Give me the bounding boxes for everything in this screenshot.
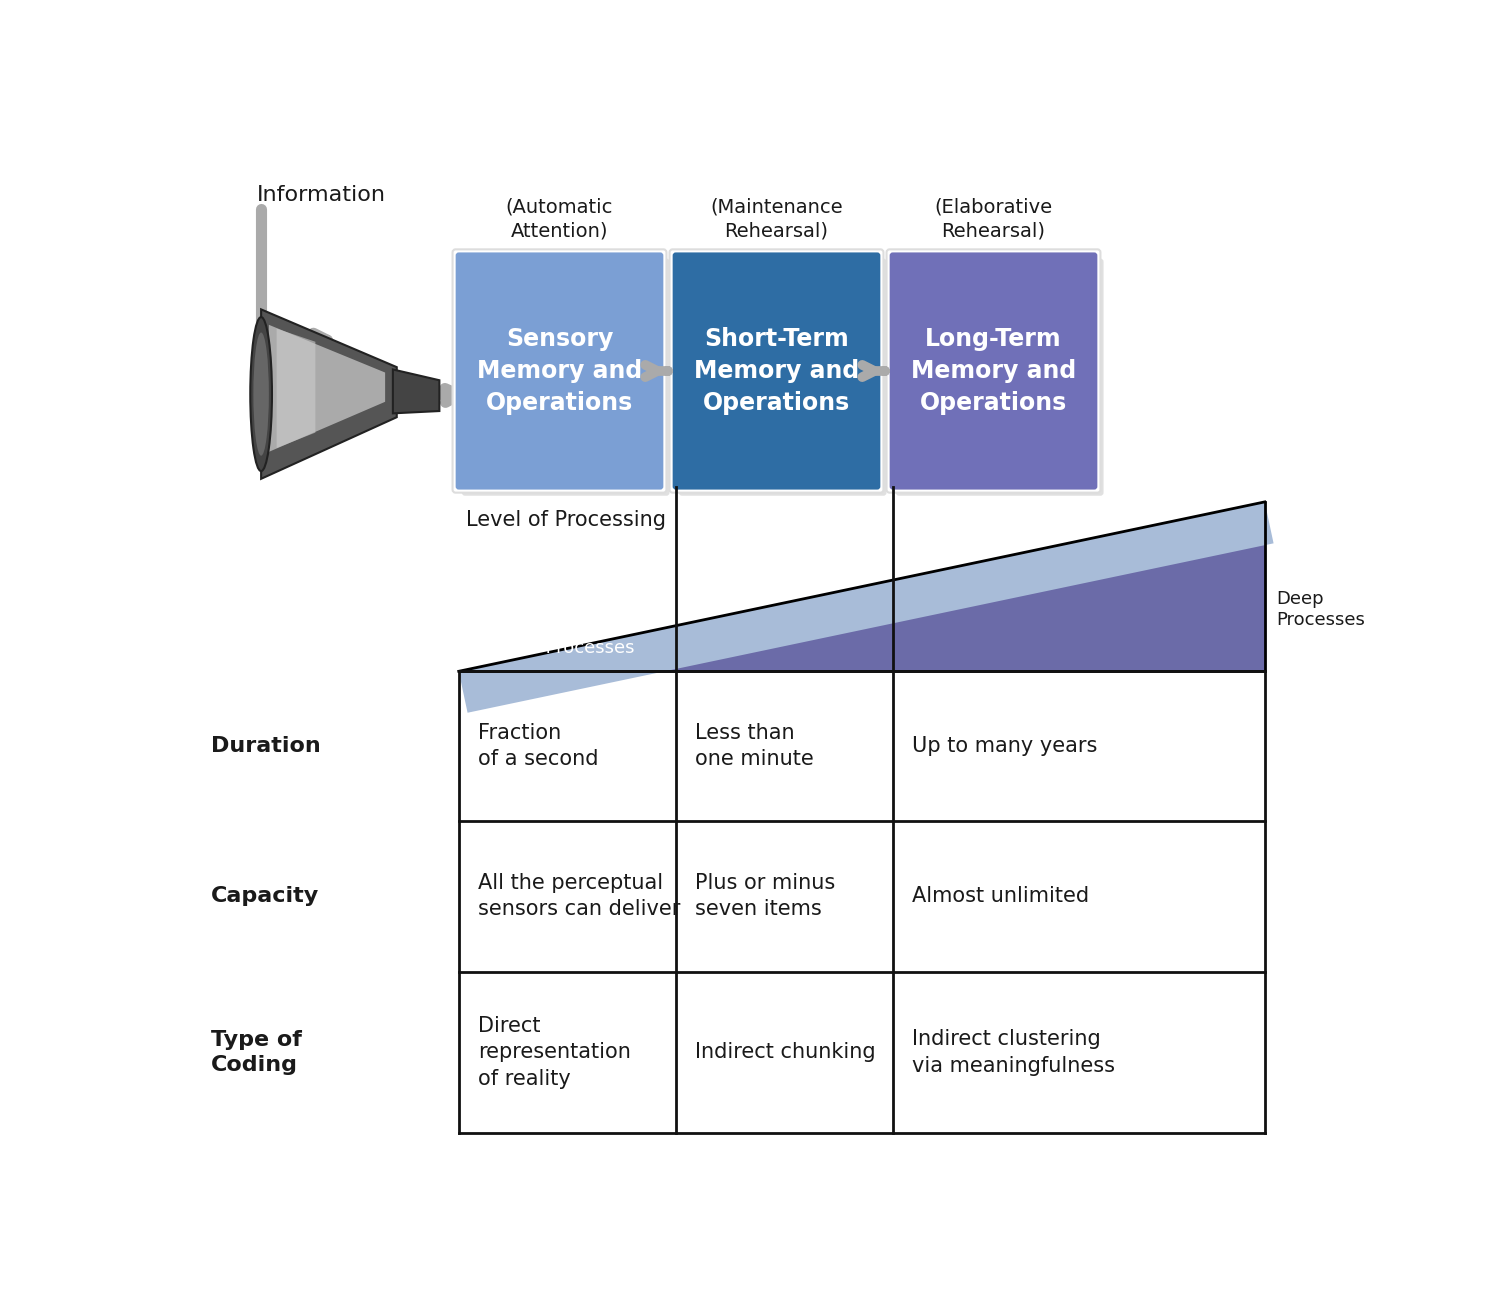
FancyBboxPatch shape: [896, 259, 1104, 496]
Text: Indirect chunking: Indirect chunking: [694, 1042, 876, 1062]
FancyBboxPatch shape: [890, 253, 1098, 490]
Text: Short-Term
Memory and
Operations: Short-Term Memory and Operations: [694, 328, 859, 414]
Polygon shape: [459, 502, 1264, 671]
Text: Direct
representation
of reality: Direct representation of reality: [478, 1017, 632, 1089]
FancyBboxPatch shape: [672, 253, 880, 490]
Text: (Automatic
Attention): (Automatic Attention): [506, 198, 614, 241]
Text: Less than
one minute: Less than one minute: [694, 723, 814, 769]
Text: Up to many years: Up to many years: [912, 736, 1098, 756]
Text: Duration: Duration: [210, 736, 321, 756]
Ellipse shape: [254, 333, 268, 456]
Text: Level of Processing: Level of Processing: [466, 510, 666, 530]
Text: Information: Information: [258, 185, 387, 205]
Polygon shape: [268, 325, 386, 452]
Text: (Maintenance
Rehearsal): (Maintenance Rehearsal): [710, 198, 843, 241]
Text: Indirect clustering
via meaningfulness: Indirect clustering via meaningfulness: [912, 1030, 1114, 1076]
Text: Long-Term
Memory and
Operations: Long-Term Memory and Operations: [910, 328, 1076, 414]
Polygon shape: [261, 310, 396, 479]
Text: Deep
Processes: Deep Processes: [1276, 591, 1365, 629]
Text: Almost unlimited: Almost unlimited: [912, 886, 1089, 906]
Text: Capacity: Capacity: [210, 886, 320, 906]
Text: Shallow Processes: Shallow Processes: [471, 640, 634, 658]
Polygon shape: [459, 502, 1274, 712]
Text: Plus or minus
seven items: Plus or minus seven items: [694, 873, 836, 919]
Text: Fraction
of a second: Fraction of a second: [478, 723, 598, 769]
Text: All the perceptual
sensors can deliver: All the perceptual sensors can deliver: [478, 873, 681, 919]
Ellipse shape: [251, 317, 272, 471]
Text: (Elaborative
Rehearsal): (Elaborative Rehearsal): [934, 198, 1053, 241]
FancyBboxPatch shape: [680, 259, 886, 496]
Polygon shape: [393, 369, 439, 413]
Text: Sensory
Memory and
Operations: Sensory Memory and Operations: [477, 328, 642, 414]
Polygon shape: [276, 329, 315, 448]
FancyBboxPatch shape: [462, 259, 669, 496]
FancyBboxPatch shape: [886, 250, 1101, 492]
FancyBboxPatch shape: [453, 250, 666, 492]
Text: Type of
Coding: Type of Coding: [210, 1030, 302, 1075]
FancyBboxPatch shape: [456, 253, 663, 490]
FancyBboxPatch shape: [669, 250, 884, 492]
